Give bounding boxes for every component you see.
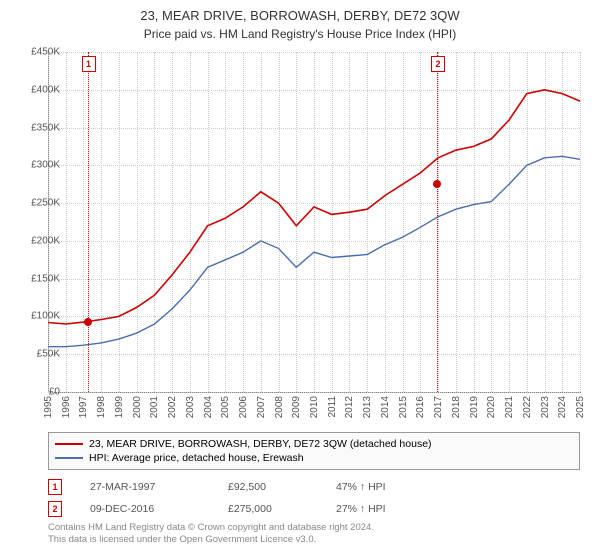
legend-item: 23, MEAR DRIVE, BORROWASH, DERBY, DE72 3… xyxy=(55,437,573,451)
x-axis-label: 2023 xyxy=(540,396,551,418)
x-axis-label: 2019 xyxy=(469,396,480,418)
footer-line: Contains HM Land Registry data © Crown c… xyxy=(48,522,374,534)
series-line xyxy=(48,90,580,324)
x-axis-label: 1998 xyxy=(96,396,107,418)
sale-date: 27-MAR-1997 xyxy=(90,481,200,493)
x-axis-label: 2017 xyxy=(433,396,444,418)
legend-label: HPI: Average price, detached house, Erew… xyxy=(89,452,304,464)
y-axis-label: £200K xyxy=(31,235,60,246)
chart-plot-area: 12 xyxy=(48,52,580,392)
x-axis-label: 2006 xyxy=(238,396,249,418)
sale-row: 2 09-DEC-2016 £275,000 27% ↑ HPI xyxy=(48,498,386,520)
chart-legend: 23, MEAR DRIVE, BORROWASH, DERBY, DE72 3… xyxy=(48,432,580,470)
x-axis-label: 2002 xyxy=(167,396,178,418)
y-axis-label: £450K xyxy=(31,47,60,58)
x-axis-label: 2018 xyxy=(451,396,462,418)
y-axis-label: £250K xyxy=(31,198,60,209)
marker-dot-icon xyxy=(433,180,441,188)
sale-pct: 47% ↑ HPI xyxy=(336,481,386,493)
gridline-horizontal xyxy=(48,392,580,393)
x-axis-label: 2008 xyxy=(274,396,285,418)
x-axis-label: 2003 xyxy=(185,396,196,418)
line-series xyxy=(48,52,580,392)
legend-swatch xyxy=(55,443,83,445)
y-axis-label: £350K xyxy=(31,122,60,133)
x-axis-label: 2004 xyxy=(203,396,214,418)
marker-vline xyxy=(437,52,438,392)
series-line xyxy=(48,156,580,346)
y-axis-label: £300K xyxy=(31,160,60,171)
y-axis-label: £400K xyxy=(31,84,60,95)
x-axis-label: 2022 xyxy=(522,396,533,418)
chart-subtitle: Price paid vs. HM Land Registry's House … xyxy=(0,23,600,41)
x-axis-label: 2010 xyxy=(309,396,320,418)
x-axis-label: 1996 xyxy=(61,396,72,418)
marker-dot-icon xyxy=(84,318,92,326)
x-axis-label: 2000 xyxy=(132,396,143,418)
x-axis-label: 2025 xyxy=(575,396,586,418)
gridline-vertical xyxy=(580,52,581,392)
legend-item: HPI: Average price, detached house, Erew… xyxy=(55,451,573,465)
marker-vline xyxy=(88,52,89,392)
x-axis-label: 2021 xyxy=(504,396,515,418)
footer-line: This data is licensed under the Open Gov… xyxy=(48,534,374,546)
chart-title: 23, MEAR DRIVE, BORROWASH, DERBY, DE72 3… xyxy=(0,0,600,23)
x-axis-label: 2007 xyxy=(256,396,267,418)
legend-swatch xyxy=(55,457,83,459)
marker-number-box: 2 xyxy=(431,56,445,72)
x-axis-label: 1999 xyxy=(114,396,125,418)
x-axis-label: 2009 xyxy=(291,396,302,418)
x-axis-label: 2001 xyxy=(149,396,160,418)
marker-number-box: 1 xyxy=(82,56,96,72)
x-axis-label: 2012 xyxy=(344,396,355,418)
sales-table: 1 27-MAR-1997 £92,500 47% ↑ HPI 2 09-DEC… xyxy=(48,476,386,520)
x-axis-label: 2011 xyxy=(327,396,338,418)
y-axis-label: £100K xyxy=(31,311,60,322)
sale-date: 09-DEC-2016 xyxy=(90,503,200,515)
x-axis-label: 2013 xyxy=(362,396,373,418)
x-axis-label: 2005 xyxy=(220,396,231,418)
sale-price: £92,500 xyxy=(228,481,308,493)
x-axis-label: 2014 xyxy=(380,396,391,418)
x-axis-label: 1997 xyxy=(78,396,89,418)
x-axis-label: 2016 xyxy=(415,396,426,418)
y-axis-label: £150K xyxy=(31,273,60,284)
sale-row: 1 27-MAR-1997 £92,500 47% ↑ HPI xyxy=(48,476,386,498)
sale-marker-icon: 1 xyxy=(48,479,62,495)
sale-pct: 27% ↑ HPI xyxy=(336,503,386,515)
x-axis-label: 2024 xyxy=(557,396,568,418)
x-axis-label: 2020 xyxy=(486,396,497,418)
legend-label: 23, MEAR DRIVE, BORROWASH, DERBY, DE72 3… xyxy=(89,438,432,450)
y-axis-label: £50K xyxy=(37,349,60,360)
sale-marker-icon: 2 xyxy=(48,501,62,517)
sale-price: £275,000 xyxy=(228,503,308,515)
x-axis-label: 1995 xyxy=(43,396,54,418)
footer-attribution: Contains HM Land Registry data © Crown c… xyxy=(48,522,374,547)
x-axis-label: 2015 xyxy=(398,396,409,418)
